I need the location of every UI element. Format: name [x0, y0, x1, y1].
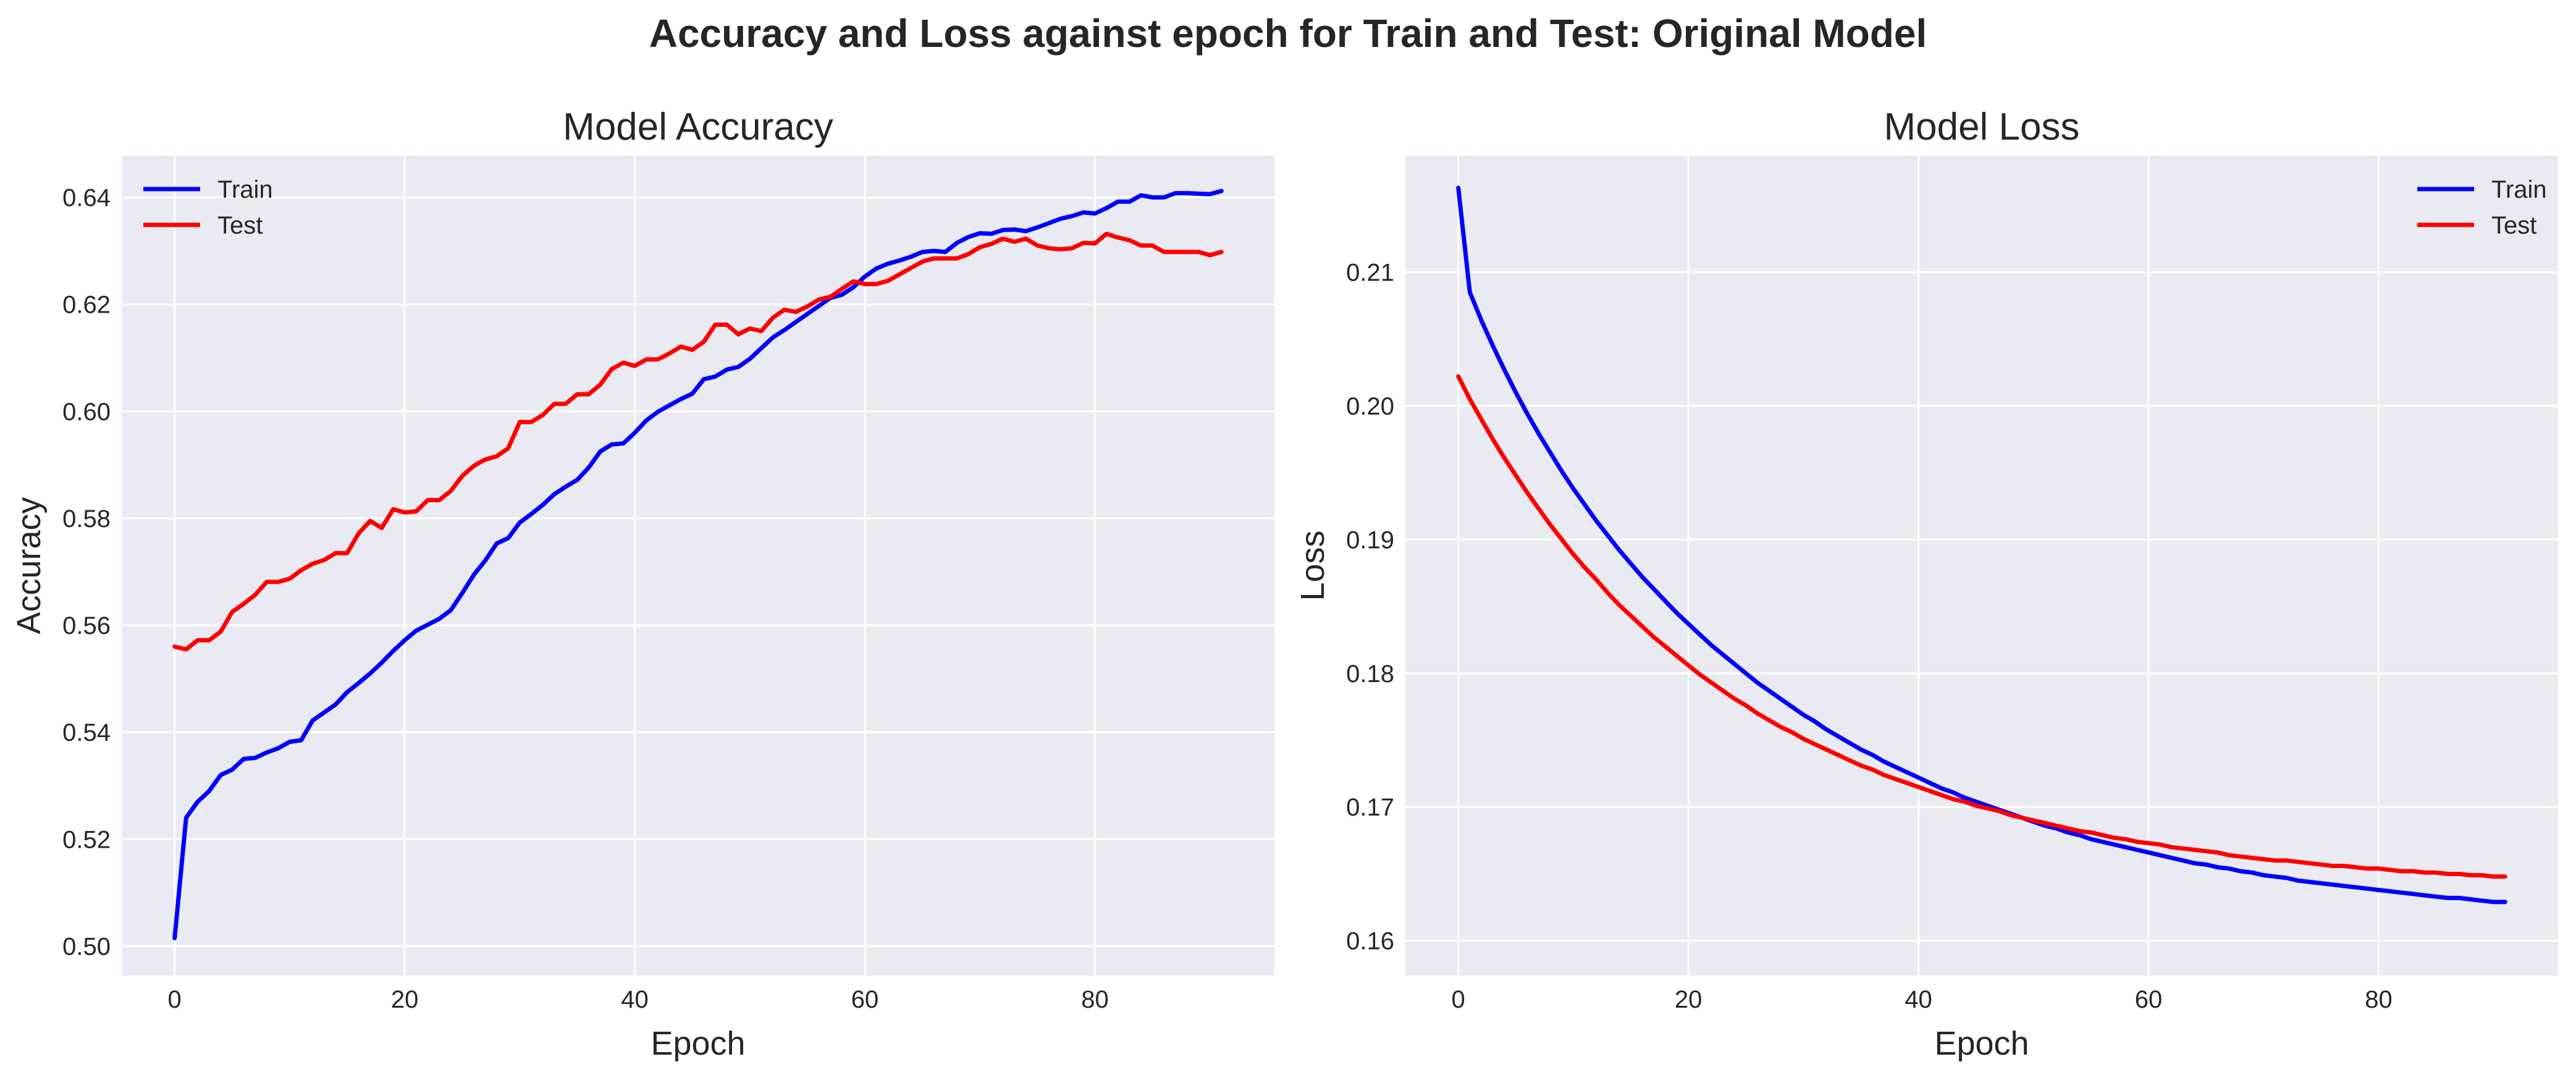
loss-legend-test-label: Test: [2491, 212, 2536, 239]
loss-y-tick-label: 0.18: [1346, 660, 1394, 688]
loss-y-tick-label: 0.17: [1346, 794, 1394, 821]
accuracy-x-axis-label: Epoch: [650, 1025, 745, 1062]
accuracy-x-tick-label: 0: [168, 986, 182, 1013]
accuracy-legend-train-label: Train: [217, 176, 273, 203]
loss-series: [1456, 185, 2507, 905]
loss-test-line: [1456, 374, 2507, 879]
accuracy-y-tick-label: 0.52: [62, 826, 111, 853]
loss-x-tick-label: 40: [1905, 986, 1932, 1013]
accuracy-chart: 0 20 40 60 80 0.50 0.52 0.54 0.56 0.58 0.60 0.62 0.6…: [11, 106, 1274, 1062]
loss-x-tick-label: 0: [1452, 986, 1465, 1013]
accuracy-x-tick-label: 40: [621, 986, 649, 1013]
loss-x-tick-label: 80: [2365, 986, 2393, 1013]
accuracy-y-axis-label: Accuracy: [11, 497, 48, 634]
accuracy-chart-title: Model Accuracy: [563, 106, 833, 148]
accuracy-y-tick-label: 0.54: [62, 719, 111, 746]
accuracy-train-line: [172, 188, 1224, 940]
accuracy-y-tick-label: 0.58: [62, 505, 111, 533]
loss-y-axis-label: Loss: [1294, 530, 1331, 601]
accuracy-y-tick-label: 0.50: [62, 933, 111, 960]
accuracy-x-tick-label: 60: [851, 986, 879, 1013]
accuracy-series: [172, 188, 1224, 940]
accuracy-x-tick-label: 80: [1081, 986, 1109, 1013]
accuracy-legend-test-label: Test: [217, 212, 263, 239]
accuracy-y-tick-label: 0.64: [62, 185, 111, 212]
loss-x-tick-label: 60: [2135, 986, 2163, 1013]
loss-y-tick-label: 0.21: [1346, 259, 1394, 286]
loss-y-tick-label: 0.19: [1346, 526, 1394, 554]
accuracy-x-tick-label: 20: [391, 986, 419, 1013]
accuracy-plot-area: [122, 156, 1274, 976]
loss-legend: Train Test: [2417, 176, 2547, 239]
figure-title: Accuracy and Loss against epoch for Trai…: [649, 11, 1927, 56]
accuracy-y-tick-label: 0.56: [62, 612, 111, 639]
accuracy-grid: [122, 156, 1274, 976]
accuracy-test-line: [172, 231, 1224, 652]
accuracy-ticks: 0 20 40 60 80 0.50 0.52 0.54 0.56 0.58 0.60 0.62 0.6…: [62, 185, 1109, 1013]
loss-legend-train-label: Train: [2491, 176, 2547, 203]
loss-plot-area: [1405, 156, 2558, 976]
accuracy-y-tick-label: 0.62: [62, 292, 111, 319]
loss-x-tick-label: 20: [1675, 986, 1703, 1013]
accuracy-y-tick-label: 0.60: [62, 399, 111, 426]
loss-chart-title: Model Loss: [1884, 106, 2079, 148]
loss-x-axis-label: Epoch: [1934, 1025, 2029, 1062]
loss-y-tick-label: 0.16: [1346, 928, 1394, 955]
loss-train-line: [1456, 185, 2507, 905]
loss-ticks: 0 20 40 60 80 0.16 0.17 0.18 0.19 0.20 0.21: [1346, 259, 2393, 1013]
loss-chart: 0 20 40 60 80 0.16 0.17 0.18 0.19 0.20 0.21 Model …: [1294, 106, 2558, 1062]
accuracy-legend: Train Test: [143, 176, 273, 239]
loss-y-tick-label: 0.20: [1346, 393, 1394, 420]
